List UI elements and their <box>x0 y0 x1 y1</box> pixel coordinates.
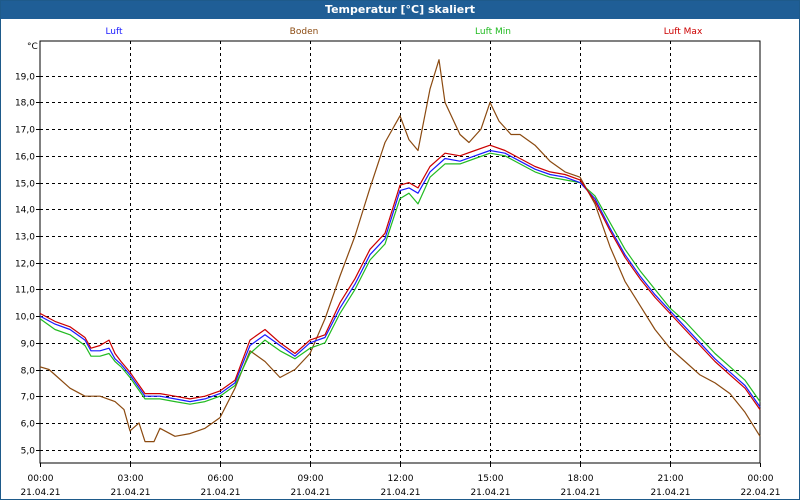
series-line-boden <box>39 59 761 443</box>
y-tick-label: 12,0 <box>15 260 35 270</box>
x-tick-time-label: 15:00 <box>478 474 504 484</box>
y-tick-label: 11,0 <box>15 286 35 296</box>
y-tick-label: 16,0 <box>15 153 35 163</box>
x-tick-date-label: 21.04.21 <box>110 488 150 497</box>
legend-entry-boden: Boden <box>290 27 319 37</box>
x-tick-time-label: 00:00 <box>748 474 774 484</box>
temperature-chart: 5,0 6,0 7,0 8,0 9,0 10,0 11,0 12,0 13,0 14,0 15,0 1… <box>15 27 781 497</box>
y-tick-label: 7,0 <box>21 393 36 403</box>
x-tick-time-label: 21:00 <box>658 474 684 484</box>
y-tick-label: 13,0 <box>15 233 35 243</box>
x-tick-date-label: 21.04.21 <box>20 488 60 497</box>
x-tick-date-label: 22.04.21 <box>740 488 780 497</box>
legend-entry-luft-min: Luft Min <box>475 27 511 37</box>
x-tick-date-label: 21.04.21 <box>650 488 690 497</box>
x-tick-time-label: 18:00 <box>568 474 594 484</box>
x-tick-date-label: 21.04.21 <box>290 488 330 497</box>
x-tick-date-label: 21.04.21 <box>200 488 240 497</box>
y-tick-label: 10,0 <box>15 313 35 323</box>
x-tick-time-label: 06:00 <box>208 474 234 484</box>
y-axis-label: °C <box>27 42 38 52</box>
y-tick-label: 14,0 <box>15 206 35 216</box>
y-tick-label: 8,0 <box>21 367 36 377</box>
chart-title: Temperatur [°C] skaliert <box>1 1 799 19</box>
series-line-luft-max <box>39 144 761 410</box>
x-tick-date-label: 21.04.21 <box>380 488 420 497</box>
x-tick-time-label: 12:00 <box>388 474 414 484</box>
y-tick-label: 15,0 <box>15 180 35 190</box>
y-tick-label: 6,0 <box>21 420 36 430</box>
x-tick-time-label: 03:00 <box>118 474 144 484</box>
y-tick-label: 9,0 <box>21 340 36 350</box>
x-tick-date-label: 21.04.21 <box>560 488 600 497</box>
x-tick-time-label: 09:00 <box>298 474 324 484</box>
x-tick-date-label: 21.04.21 <box>470 488 510 497</box>
x-tick-time-label: 00:00 <box>28 474 54 484</box>
y-tick-label: 17,0 <box>15 126 35 136</box>
y-tick-label: 19,0 <box>15 73 35 83</box>
y-tick-label: 5,0 <box>21 447 36 457</box>
legend-entry-luft-max: Luft Max <box>664 27 703 37</box>
series-line-luft-min <box>39 152 761 405</box>
series-line-luft <box>39 149 761 408</box>
legend-entry-luft: Luft <box>105 27 123 37</box>
y-tick-label: 18,0 <box>15 99 35 109</box>
